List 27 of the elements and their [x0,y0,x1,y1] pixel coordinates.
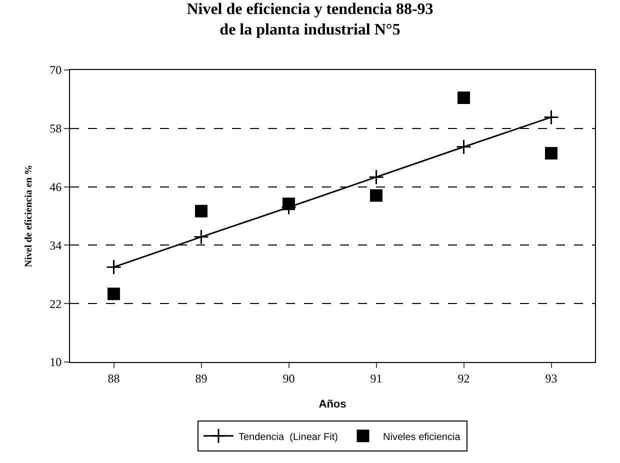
x-tick-label: 88 [108,371,120,386]
y-tick-label: 46 [50,180,62,194]
y-tick-label: 58 [50,122,62,136]
x-tick-label: 90 [282,371,295,386]
point [458,91,470,104]
y-tick-label: 10 [50,355,62,370]
y-tick-label: 70 [50,63,62,78]
point [195,204,208,218]
y-tick-label: 34 [50,238,62,252]
point [545,146,558,160]
x-tick-label: 92 [458,371,470,386]
point [544,109,559,125]
y-axis-title: Nivel de eficiencia en % [24,164,35,268]
y-tick-label: 22 [50,296,62,311]
legend-label: Niveles eficiencia [383,432,461,443]
chart-title: Nivel de eficiencia y tendencia 88-93 de la planta industrial N°5 [186,0,434,39]
x-tick-label: 93 [545,371,558,386]
x-axis-title: Años [318,398,346,411]
point [106,259,122,275]
point [370,189,382,202]
point [368,169,384,185]
x-tick-label: 89 [195,371,208,386]
point [108,288,120,300]
legend-label: Tendencia (Linear Fit) [238,432,338,443]
point [194,229,209,245]
x-tick-label: 91 [370,371,382,386]
point [456,139,472,155]
